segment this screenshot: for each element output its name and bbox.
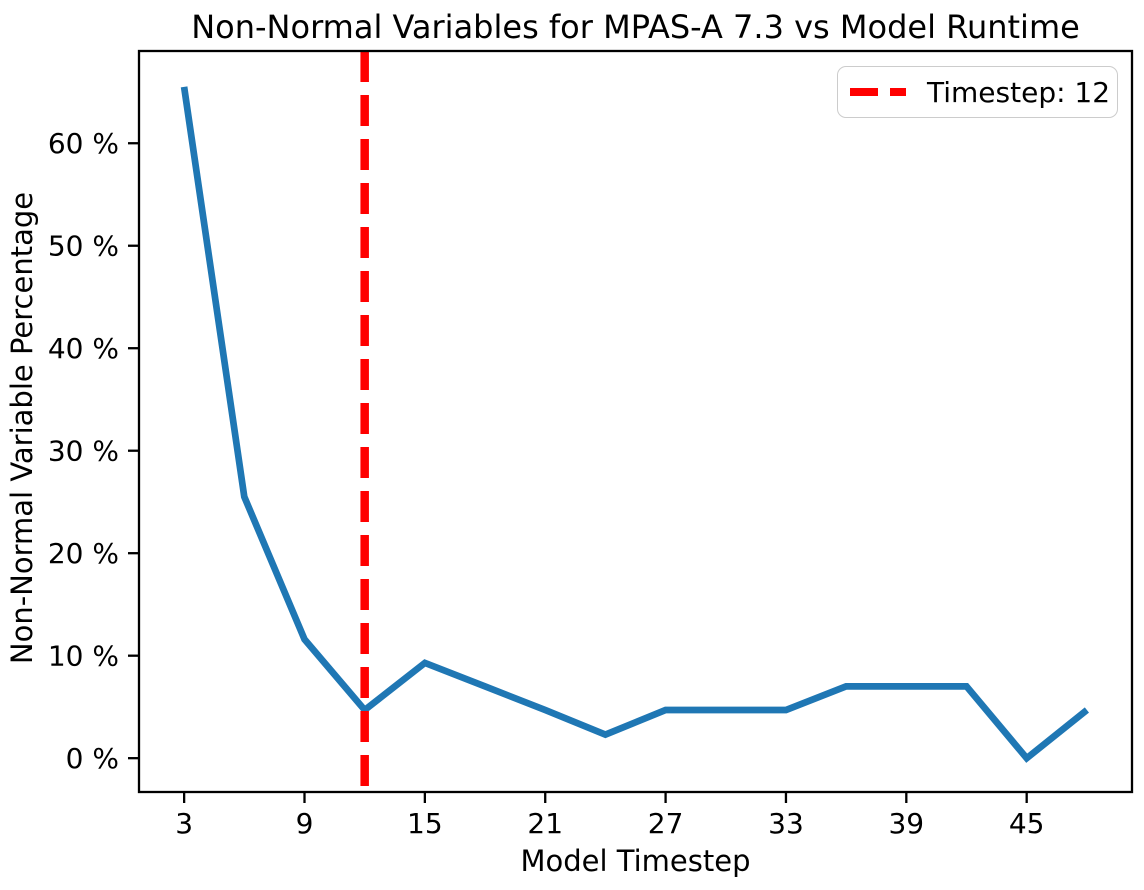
x-tick-label: 21 (527, 807, 563, 840)
x-tick-label: 33 (768, 807, 804, 840)
legend-label: Timestep: 12 (927, 75, 1111, 109)
y-axis-label: Non-Normal Variable Percentage (5, 191, 39, 665)
y-tick-label: 60 % (48, 127, 119, 160)
x-tick-label: 3 (175, 807, 193, 840)
legend: Timestep: 12 (837, 66, 1118, 118)
y-tick-label: 50 % (48, 230, 119, 263)
legend-dashed-line-sample (850, 88, 906, 96)
x-tick-label: 45 (1009, 807, 1045, 840)
x-axis-label: Model Timestep (520, 844, 751, 878)
chart-title: Non-Normal Variables for MPAS-A 7.3 vs M… (191, 8, 1080, 46)
x-tick-label: 39 (888, 807, 924, 840)
y-tick-label: 20 % (48, 537, 119, 570)
y-tick-label: 10 % (48, 640, 119, 673)
data-line (180, 86, 1089, 763)
y-tick-label: 30 % (48, 435, 119, 468)
x-tick-label: 9 (296, 807, 314, 840)
axes-frame (137, 49, 1134, 794)
y-tick-label: 0 % (66, 742, 119, 775)
x-tick-label: 15 (407, 807, 443, 840)
y-tick-label: 40 % (48, 332, 119, 365)
x-tick-label: 27 (648, 807, 684, 840)
